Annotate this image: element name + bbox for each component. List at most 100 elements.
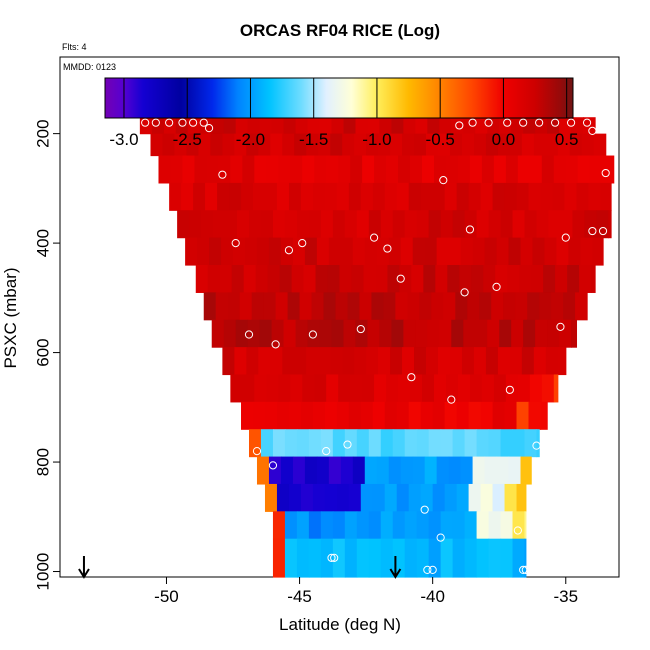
heatmap-cell xyxy=(356,511,370,540)
heatmap-cell xyxy=(443,292,456,321)
heatmap-cell xyxy=(553,155,567,184)
heatmap-cell xyxy=(488,429,502,458)
heatmap-cell xyxy=(318,133,331,157)
x-tick-label: -50 xyxy=(154,587,179,606)
heatmap-cell xyxy=(246,133,259,157)
heatmap-cell xyxy=(276,401,290,430)
heatmap-cell xyxy=(258,347,271,376)
flight-arrows xyxy=(78,556,402,579)
heatmap-cell xyxy=(294,347,307,376)
heatmap-cell xyxy=(332,538,346,578)
heatmap-cell xyxy=(424,456,438,485)
heatmap-cell xyxy=(296,511,310,540)
heatmap-cell xyxy=(336,483,350,512)
heatmap-cell xyxy=(533,347,547,376)
heatmap-cell xyxy=(512,210,526,239)
heatmap-cell xyxy=(395,292,408,321)
heatmap-cell xyxy=(284,538,298,578)
heatmap-cell xyxy=(467,292,480,321)
heatmap-cell xyxy=(511,117,524,135)
heatmap-cell xyxy=(307,117,321,135)
sample-point xyxy=(356,324,365,334)
heatmap-cell xyxy=(480,401,494,430)
heatmap-cell xyxy=(347,292,361,321)
heatmap-cell xyxy=(495,265,508,293)
sample-point xyxy=(519,118,528,127)
heatmap-cell xyxy=(207,265,221,293)
y-tick-label: 200 xyxy=(33,119,52,147)
heatmap-cell xyxy=(516,182,530,211)
sample-point xyxy=(535,118,544,127)
heatmap-cell xyxy=(581,133,595,157)
sample-point xyxy=(308,330,317,339)
sample-point xyxy=(532,441,541,450)
heatmap-cell xyxy=(272,210,286,239)
sample-point xyxy=(370,233,379,242)
heatmap-cell xyxy=(521,133,535,157)
sample-point xyxy=(199,118,208,127)
heatmap-cell xyxy=(420,483,434,512)
heatmap-cell xyxy=(288,483,302,512)
heatmap-cell xyxy=(556,237,570,266)
heatmap-cell xyxy=(516,483,527,512)
heatmap-cell xyxy=(456,483,470,512)
heatmap-cell xyxy=(457,374,471,403)
heatmap-cell xyxy=(481,155,495,184)
heatmap-cell xyxy=(211,319,225,348)
heatmap-cell xyxy=(548,210,562,239)
heatmap-cell xyxy=(355,319,369,348)
heatmap-cell xyxy=(424,237,438,266)
heatmap-cell xyxy=(356,429,370,458)
colorbar-ticks: -3.0 -2.5 -2.0 -1.5 -1.0 -0.5 0.0 0.5 xyxy=(109,78,578,149)
heatmap-cell xyxy=(396,483,410,512)
x-tick-label: -40 xyxy=(420,587,445,606)
heatmap-cell xyxy=(312,483,326,512)
heatmap-cell xyxy=(384,182,398,211)
heatmap-cell xyxy=(488,511,502,540)
heatmap-cell xyxy=(241,182,254,211)
heatmap-cell xyxy=(223,319,237,348)
heatmap-cell xyxy=(428,511,442,540)
heatmap-cell xyxy=(304,237,318,266)
heatmap-cell xyxy=(536,429,540,458)
heatmap-cell xyxy=(404,210,418,239)
chart-title: ORCAS RF04 RICE (Log) xyxy=(240,21,440,40)
heatmap-cell xyxy=(332,429,346,458)
heatmap-cell xyxy=(272,429,286,458)
heatmap-cell xyxy=(544,237,558,266)
heatmap-cell xyxy=(392,210,406,239)
heatmap-cell xyxy=(307,319,321,348)
heatmap-cell xyxy=(271,117,285,135)
heatmap-cell xyxy=(388,456,402,485)
heatmap-cell xyxy=(451,319,464,348)
heatmap-cell xyxy=(492,182,506,211)
heatmap-cell xyxy=(398,155,411,184)
heatmap-cell xyxy=(459,265,472,293)
heatmap-cell xyxy=(260,210,274,239)
heatmap-cell xyxy=(169,182,182,211)
heatmap-cell xyxy=(568,237,581,266)
heatmap-cell xyxy=(560,210,574,239)
heatmap-cell xyxy=(282,347,295,376)
heatmap-cell xyxy=(308,538,322,578)
heatmap-cell xyxy=(476,210,490,239)
heatmap-cell xyxy=(408,483,422,512)
heatmap-cell xyxy=(245,237,258,266)
heatmap-cell xyxy=(283,117,297,135)
heatmap-cell xyxy=(371,292,385,321)
heatmap-cell xyxy=(348,182,362,211)
heatmap-cell xyxy=(233,237,246,266)
y-tick-label: 600 xyxy=(33,338,52,366)
heatmap-cell xyxy=(479,292,492,321)
heatmap-cell xyxy=(264,483,278,512)
colorbar-gradient xyxy=(104,77,574,119)
heatmap-cell xyxy=(426,133,439,157)
heatmap-cell xyxy=(535,319,548,348)
heatmap-cell xyxy=(324,483,338,512)
heatmap-cell xyxy=(376,237,390,266)
heatmap-cell xyxy=(408,182,422,211)
heatmap-cell xyxy=(496,456,510,485)
heatmap-cell xyxy=(553,374,559,403)
heatmap-cell xyxy=(362,374,375,403)
heatmap-cell xyxy=(311,292,325,321)
